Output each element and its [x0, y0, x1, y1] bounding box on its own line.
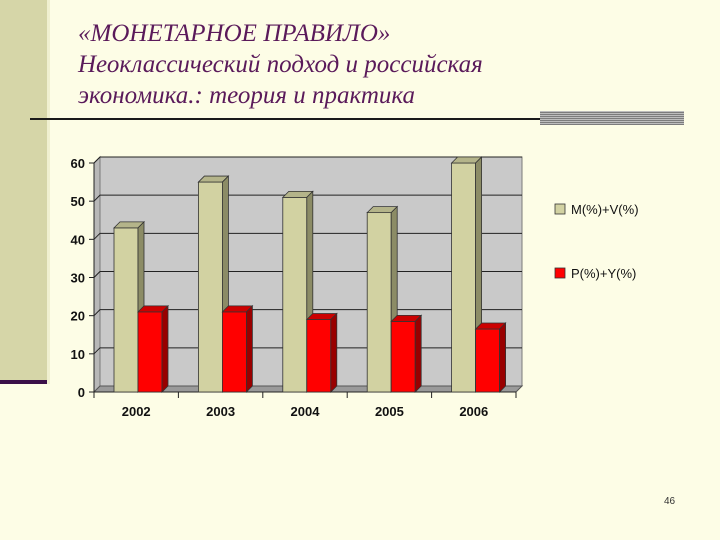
- legend-swatch: [554, 203, 566, 215]
- y-tick-label: 50: [71, 194, 85, 209]
- title-rule-block: [540, 111, 684, 125]
- y-tick-label: 30: [71, 271, 85, 286]
- y-tick-label: 0: [78, 385, 85, 400]
- bar: [306, 319, 332, 393]
- gridline: [93, 156, 522, 164]
- y-tick-label: 40: [71, 232, 85, 247]
- bar-side: [161, 304, 169, 393]
- page-number: 46: [664, 496, 676, 507]
- bar: [113, 227, 139, 393]
- bar: [282, 196, 308, 393]
- x-tick-label: 2003: [206, 404, 235, 419]
- x-tick-label: 2005: [375, 404, 404, 419]
- title-line-3: экономика.: теория и практика: [78, 82, 415, 109]
- bar-side: [330, 312, 338, 393]
- left-decor-edge: [47, 0, 50, 384]
- bar-chart: 0 10 20 30 40 50 60 2002 2003 2004 2005 2006 M(%)+V(…: [71, 155, 639, 419]
- bar-side: [499, 322, 507, 393]
- y-tick-label: 60: [71, 156, 85, 171]
- left-decor-rule: [0, 380, 47, 384]
- legend-swatch: [554, 267, 566, 279]
- y-tick-label: 20: [71, 309, 85, 324]
- title-line-1: «МОНЕТАРНОЕ ПРАВИЛО»: [78, 20, 391, 47]
- bar: [221, 311, 247, 393]
- bar: [197, 181, 223, 393]
- bar: [366, 212, 392, 393]
- bar: [475, 328, 501, 393]
- x-tick-label: 2006: [459, 404, 488, 419]
- bar: [137, 311, 163, 393]
- x-tick-label: 2004: [291, 404, 321, 419]
- left-decor-band: [0, 0, 47, 382]
- slide-title: «МОНЕТАРНОЕ ПРАВИЛО» Неоклассический под…: [78, 18, 698, 111]
- bar: [451, 162, 477, 393]
- gridline: [93, 194, 522, 202]
- bar-side: [414, 314, 422, 393]
- legend-label: M(%)+V(%): [571, 202, 639, 217]
- title-underline: [30, 118, 540, 120]
- x-tick-label: 2002: [122, 404, 151, 419]
- bar: [390, 320, 416, 393]
- legend-label: P(%)+Y(%): [571, 266, 636, 281]
- y-tick-label: 10: [71, 347, 85, 362]
- bar-side: [245, 304, 253, 393]
- title-line-2: Неоклассический подход и российская: [78, 51, 483, 78]
